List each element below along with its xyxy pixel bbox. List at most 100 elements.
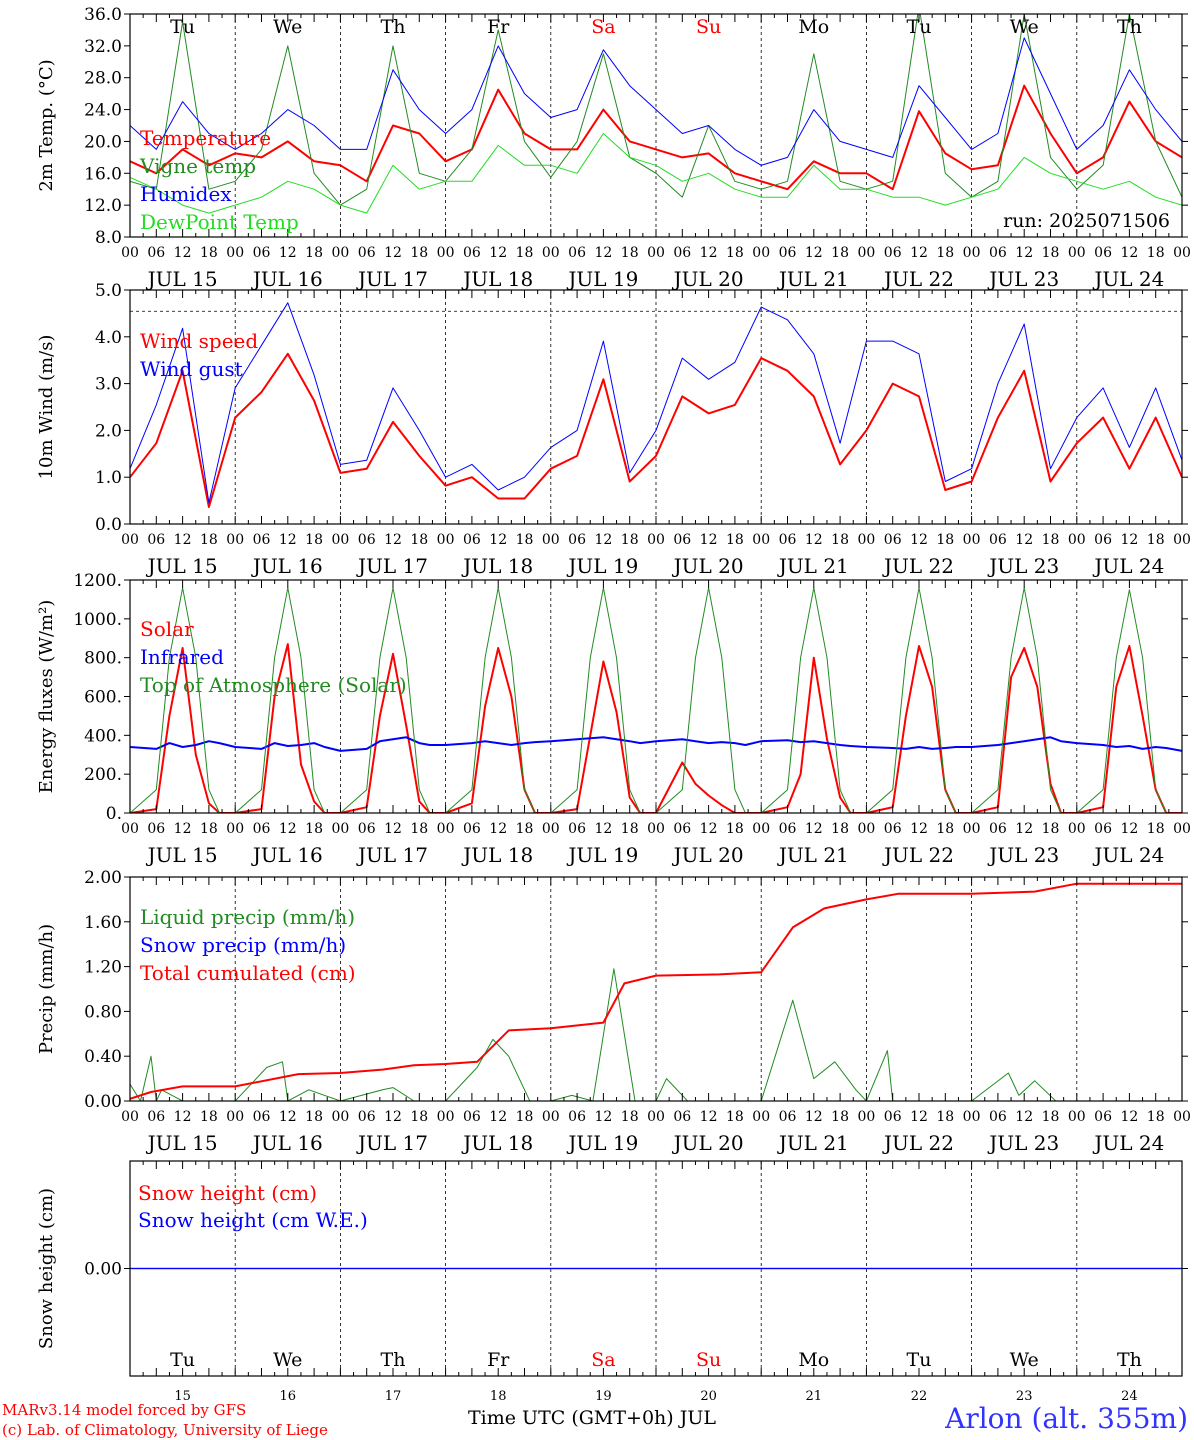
hour-tick-label: 06 bbox=[884, 245, 902, 261]
day-label: JUL 16 bbox=[251, 267, 323, 291]
series-group bbox=[130, 882, 1182, 1101]
series-group bbox=[130, 587, 1182, 813]
hour-tick-label: 12 bbox=[489, 1109, 507, 1125]
y-tick-label: 24.0 bbox=[84, 101, 122, 121]
day-number-label: 24 bbox=[1121, 1389, 1138, 1404]
hour-tick-label: 18 bbox=[831, 821, 849, 837]
hour-tick-label: 06 bbox=[253, 1109, 271, 1125]
hour-tick-label: 12 bbox=[910, 245, 928, 261]
day-number-label: 15 bbox=[174, 1389, 191, 1404]
hour-tick-label: 00 bbox=[226, 245, 244, 261]
y-tick-label: 8.0 bbox=[95, 228, 122, 248]
weekday-label-top: Sa bbox=[591, 16, 615, 38]
panel-3: 0. 200. 400. 600. 800. 1000. 1200. Energy fluxe… bbox=[36, 571, 1191, 867]
y-tick-label: 2.0 bbox=[95, 421, 122, 441]
day-label: JUL 23 bbox=[987, 554, 1059, 578]
hour-tick-label: 00 bbox=[1173, 821, 1191, 837]
day-label: JUL 17 bbox=[356, 554, 428, 578]
y-tick-label: 36.0 bbox=[84, 5, 122, 25]
hour-tick-label: 06 bbox=[463, 821, 481, 837]
series-line-1-3 bbox=[130, 37, 1182, 166]
y-axis-title: Precip (mm/h) bbox=[36, 924, 57, 1054]
hour-tick-label: 18 bbox=[1147, 532, 1165, 548]
hour-tick-label: 06 bbox=[568, 532, 586, 548]
y-tick-label: 1.20 bbox=[84, 958, 122, 978]
hour-tick-label: 12 bbox=[1120, 245, 1138, 261]
y-tick-label: 3.0 bbox=[95, 375, 122, 395]
hour-tick-label: 18 bbox=[200, 532, 218, 548]
weekday-label-top: We bbox=[273, 16, 302, 38]
hour-tick-label: 12 bbox=[1120, 532, 1138, 548]
weekday-label-bottom: We bbox=[273, 1349, 302, 1371]
day-label: JUL 18 bbox=[461, 843, 533, 867]
hour-tick-label: 18 bbox=[621, 1109, 639, 1125]
weekday-label-top: We bbox=[1010, 16, 1039, 38]
hour-tick-label: 00 bbox=[647, 1109, 665, 1125]
panel-1: 8.0 12.0 16.0 20.0 24.0 28.0 32.0 36.0 2m Temp. … bbox=[36, 5, 1191, 291]
hour-tick-label: 12 bbox=[489, 245, 507, 261]
series-line-1-1 bbox=[130, 84, 1182, 191]
y-tick-label: 1.60 bbox=[84, 913, 122, 933]
hour-tick-label: 00 bbox=[857, 245, 875, 261]
hour-tick-label: 00 bbox=[226, 1109, 244, 1125]
day-number-label: 17 bbox=[385, 1389, 402, 1404]
legend-entry: Total cumulated (cm) bbox=[140, 961, 356, 985]
credit-line: MARv3.14 model forced by GFS bbox=[2, 1401, 246, 1419]
hour-tick-label: 06 bbox=[884, 1109, 902, 1125]
hour-tick-label: 06 bbox=[147, 821, 165, 837]
hour-tick-label: 06 bbox=[1094, 1109, 1112, 1125]
day-label: JUL 21 bbox=[777, 554, 849, 578]
hour-tick-label: 18 bbox=[726, 1109, 744, 1125]
y-tick-label: 0.40 bbox=[84, 1047, 122, 1067]
hour-tick-label: 06 bbox=[568, 821, 586, 837]
hour-tick-label: 18 bbox=[621, 821, 639, 837]
hour-tick-label: 00 bbox=[752, 1109, 770, 1125]
hour-tick-label: 18 bbox=[831, 532, 849, 548]
hour-tick-label: 12 bbox=[1120, 821, 1138, 837]
hour-tick-label: 12 bbox=[384, 532, 402, 548]
series-line-3-3 bbox=[130, 587, 1182, 813]
day-label: JUL 15 bbox=[146, 1131, 218, 1155]
series-line-2-1 bbox=[130, 352, 1182, 508]
day-number-label: 20 bbox=[700, 1389, 717, 1404]
legend-entry: Humidex bbox=[140, 182, 232, 206]
day-label: JUL 21 bbox=[777, 267, 849, 291]
hour-tick-label: 06 bbox=[253, 821, 271, 837]
hour-tick-label: 00 bbox=[647, 245, 665, 261]
hour-tick-label: 18 bbox=[410, 1109, 428, 1125]
hour-tick-label: 06 bbox=[253, 245, 271, 261]
hour-tick-label: 00 bbox=[1173, 245, 1191, 261]
panel-4: 0.00 0.40 0.80 1.20 1.60 2.00 Precip (mm/h) Liq… bbox=[36, 868, 1191, 1155]
hour-tick-label: 00 bbox=[963, 1109, 981, 1125]
day-number-label: 22 bbox=[911, 1389, 928, 1404]
legend-entry: Wind gust bbox=[140, 357, 243, 381]
panel-2: 0.0 1.0 2.0 3.0 4.0 5.0 10m Wind (m/s) Wind spe… bbox=[36, 281, 1191, 578]
hour-tick-label: 12 bbox=[594, 532, 612, 548]
day-label: JUL 22 bbox=[882, 267, 954, 291]
y-tick-label: 12.0 bbox=[84, 196, 122, 216]
weekday-label-top: Mo bbox=[798, 16, 829, 38]
hour-tick-label: 00 bbox=[437, 245, 455, 261]
day-label: JUL 24 bbox=[1092, 554, 1164, 578]
hour-tick-label: 06 bbox=[147, 532, 165, 548]
day-label: JUL 18 bbox=[461, 554, 533, 578]
hour-tick-label: 12 bbox=[594, 245, 612, 261]
hour-tick-label: 06 bbox=[147, 1109, 165, 1125]
weekday-label-bottom: Tu bbox=[907, 1349, 932, 1371]
day-label: JUL 22 bbox=[882, 1131, 954, 1155]
hour-tick-label: 12 bbox=[910, 532, 928, 548]
weekday-label-bottom: Mo bbox=[798, 1349, 829, 1371]
hour-tick-label: 06 bbox=[673, 1109, 691, 1125]
y-tick-label: 0.80 bbox=[84, 1002, 122, 1022]
hour-tick-label: 06 bbox=[779, 245, 797, 261]
hour-tick-label: 18 bbox=[516, 821, 534, 837]
hour-tick-label: 00 bbox=[963, 245, 981, 261]
day-label: JUL 23 bbox=[987, 267, 1059, 291]
y-tick-label: 16.0 bbox=[84, 164, 122, 184]
y-tick-label: 800. bbox=[84, 649, 122, 669]
y-tick-label: 28.0 bbox=[84, 69, 122, 89]
hour-tick-label: 06 bbox=[463, 1109, 481, 1125]
day-label: JUL 22 bbox=[882, 554, 954, 578]
series-group bbox=[130, 14, 1182, 214]
